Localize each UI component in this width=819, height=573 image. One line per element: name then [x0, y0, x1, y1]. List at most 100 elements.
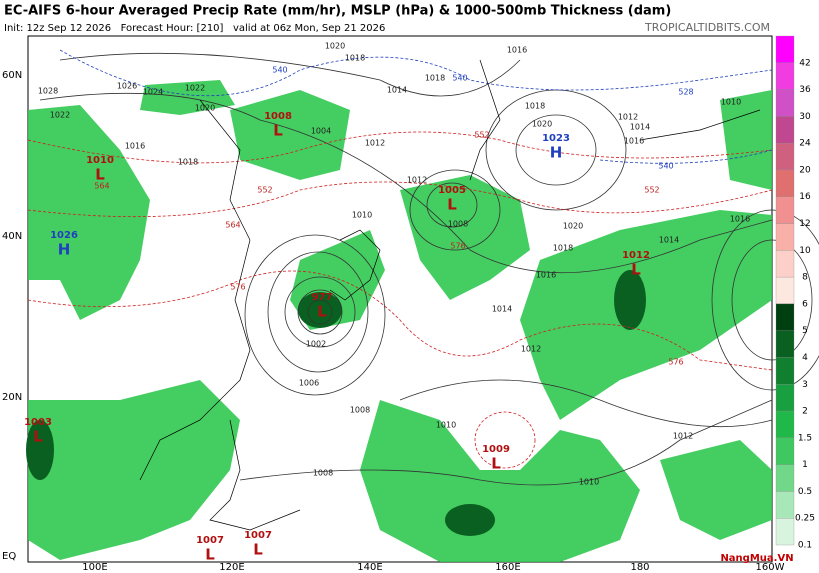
- isobar-label: 1012: [521, 345, 541, 354]
- thickness-label: 552: [474, 131, 489, 140]
- isobar-label: 1014: [387, 86, 407, 95]
- lon-label: 180: [630, 562, 649, 573]
- thickness-label: 540: [272, 66, 287, 75]
- isobar-label: 1024: [143, 88, 163, 97]
- thickness-label: 576: [230, 283, 245, 292]
- thickness-label: 528: [678, 88, 693, 97]
- lat-label: 20N: [2, 392, 22, 403]
- center-symbol: L: [33, 428, 43, 446]
- isobar-label: 1018: [425, 74, 445, 83]
- center-value: 977: [312, 292, 333, 303]
- thickness-label: 540: [452, 74, 467, 83]
- lon-label: 160W: [756, 562, 785, 573]
- colorbar-label: 0.5: [798, 487, 812, 497]
- colorbar-cell: [775, 518, 795, 546]
- center-value: 1003: [24, 417, 52, 428]
- source: TROPICALTIDBITS.COM: [644, 21, 770, 34]
- colorbar-cell: [775, 250, 795, 278]
- isobar-label: 1022: [185, 84, 205, 93]
- colorbar-cell: [775, 330, 795, 358]
- lat-label: 40N: [2, 231, 22, 242]
- lat-label: 60N: [2, 70, 22, 81]
- isobar-label: 1028: [38, 87, 58, 96]
- isobar-label: 1010: [721, 98, 741, 107]
- title: EC-AIFS 6-hour Averaged Precip Rate (mm/…: [4, 4, 671, 19]
- colorbar-label: 8: [802, 273, 808, 283]
- isobar-label: 1008: [448, 220, 468, 229]
- colorbar: 42 36 30 24 20 16 12 10 8 6 5 4 3 2 1.5 1 0.5 0.25 0.1: [775, 35, 815, 551]
- colorbar-cell: [775, 276, 795, 305]
- colorbar-cell: [775, 62, 795, 90]
- precip: [28, 80, 772, 562]
- isobar-label: 1016: [125, 142, 145, 151]
- map-area: [26, 35, 819, 563]
- colorbar-cell: [775, 491, 795, 519]
- lon-label: 160E: [495, 562, 520, 573]
- thickness-label: 564: [94, 182, 109, 191]
- colorbar-label: 1.5: [798, 433, 812, 443]
- isobar-label: 1016: [730, 215, 750, 224]
- colorbar-label: 10: [799, 246, 811, 256]
- colorbar-cell: [775, 35, 795, 63]
- isobar-label: 1020: [195, 104, 215, 113]
- colorbar-cell: [775, 89, 795, 117]
- isobar-label: 1016: [507, 46, 527, 55]
- colorbar-cell: [775, 223, 795, 251]
- colorbar-label: 4: [802, 353, 808, 363]
- thickness-red: [27, 131, 773, 469]
- colorbar-cell: [775, 169, 795, 197]
- colorbar-label: 30: [799, 112, 811, 122]
- colorbar-label: 12: [799, 219, 810, 229]
- colorbar-cell: [775, 143, 795, 171]
- isobar-label: 1002: [306, 340, 326, 349]
- isobars: [39, 52, 819, 486]
- thickness-label: 576: [450, 242, 465, 251]
- lon-label: 120E: [219, 562, 244, 573]
- colorbar-label: 16: [799, 192, 811, 202]
- isobar-label: 1012: [673, 432, 693, 441]
- isobar-label: 1008: [313, 469, 333, 478]
- center-value: 1010: [86, 155, 114, 166]
- colorbar-cell: [775, 116, 795, 144]
- watermark: NangMua.VN: [720, 553, 793, 564]
- isobar-label: 1012: [618, 113, 638, 122]
- isobar-label: 1008: [350, 406, 370, 415]
- isobar-label: 1026: [117, 82, 137, 91]
- thickness-label: 552: [257, 186, 272, 195]
- isobar-label: 1014: [630, 123, 650, 132]
- center-value: 1007: [244, 530, 272, 541]
- isobar-label: 1014: [492, 305, 512, 314]
- center-symbol: H: [550, 144, 563, 162]
- colorbar-label: 42: [799, 58, 810, 68]
- thickness-blue: [59, 49, 773, 164]
- center-value: 1026: [50, 230, 78, 241]
- colorbar-label: 0.1: [798, 541, 812, 551]
- colorbar-label: 0.25: [795, 514, 815, 524]
- lat-label: EQ: [2, 551, 16, 562]
- center-symbol: L: [491, 455, 501, 473]
- colorbar-label: 24: [799, 139, 811, 149]
- center-value: 1009: [482, 444, 510, 455]
- isobar-label: 1018: [345, 54, 365, 63]
- isobar-label: 1010: [579, 478, 599, 487]
- isobar-label: 1020: [563, 222, 583, 231]
- center-value: 1008: [264, 111, 292, 122]
- colorbar-cell: [775, 303, 795, 331]
- colorbar-label: 1: [802, 460, 808, 470]
- center-symbol: L: [95, 166, 105, 184]
- colorbar-cell: [775, 410, 795, 438]
- center-symbol: L: [447, 196, 457, 214]
- isobar-label: 1006: [299, 379, 319, 388]
- center-value: 1023: [542, 133, 570, 144]
- isobar-label: 1020: [325, 42, 345, 51]
- colorbar-label: 3: [802, 380, 808, 390]
- isobar-label: 1018: [553, 244, 573, 253]
- colorbar-cell: [775, 357, 795, 385]
- center-value: 1007: [196, 535, 224, 546]
- center-symbol: L: [317, 303, 327, 321]
- center-value: 1005: [438, 185, 466, 196]
- subtitle: Init: 12z Sep 12 2026 Forecast Hour: [21…: [4, 23, 385, 34]
- isobar-label: 1016: [624, 137, 644, 146]
- colorbar-label: 36: [799, 85, 811, 95]
- isobar-label: 1012: [407, 176, 427, 185]
